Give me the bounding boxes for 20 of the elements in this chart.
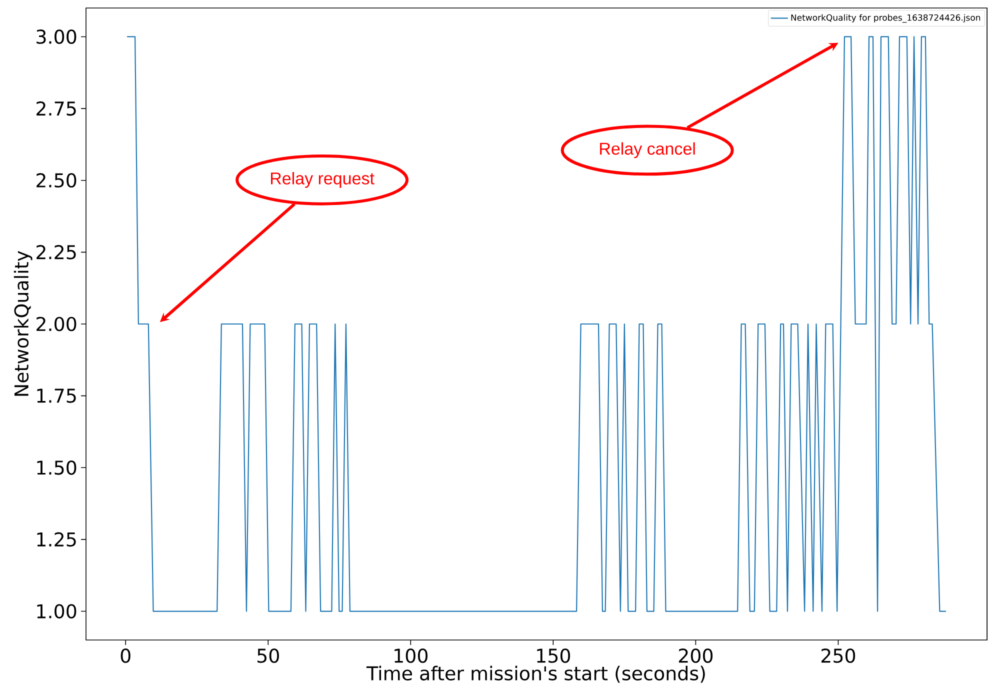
x-tick-label: 100	[394, 648, 428, 663]
x-tick-label: 150	[537, 648, 570, 663]
y-tick-label: 2.25	[36, 244, 76, 260]
x-axis-title: Time after mission's start (seconds)	[366, 666, 705, 683]
y-tick-label: 2.00	[36, 316, 76, 332]
y-tick-label: 2.75	[36, 101, 76, 116]
x-tick-label: 50	[258, 648, 279, 663]
annotation: Relay cancel	[600, 142, 695, 158]
x-tick-label: 200	[678, 648, 713, 663]
y-tick-label: 1.50	[37, 460, 76, 475]
legend-label: NetworkQuality for probes_1638724426.json	[791, 14, 980, 23]
x-tick-label: 0	[120, 648, 130, 663]
x-tick-label: 250	[821, 648, 856, 663]
y-tick-label: 1.75	[37, 388, 76, 403]
y-tick-label: 1.25	[37, 532, 76, 547]
y-tick-label: 1.00	[37, 604, 76, 618]
y-tick-label: 2.50	[36, 173, 76, 188]
annotation: Relay request	[271, 172, 374, 188]
y-tick-label: 3.00	[36, 30, 76, 44]
y-axis-title: NetworkQuality	[14, 250, 32, 396]
